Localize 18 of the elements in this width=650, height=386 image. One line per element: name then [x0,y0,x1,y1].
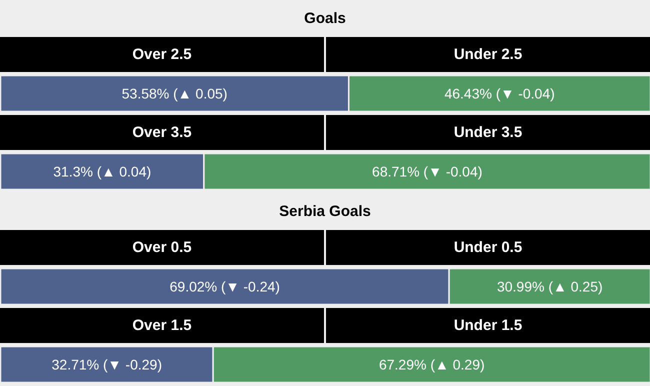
data-label: 53.58% (▲ 0.05) [122,86,228,102]
data-label: 32.71% (▼ -0.29) [52,356,162,372]
series-label: Over 2.5 [0,37,324,72]
series-label: Under 0.5 [324,230,650,265]
chart-title: Serbia Goals [279,202,371,222]
data-label: 69.02% (▼ -0.24) [170,278,280,294]
data-label: 31.3% (▲ 0.04) [53,164,152,180]
series-label: Over 3.5 [0,115,324,150]
chart-title: Goals [304,9,346,29]
series-label: Under 1.5 [324,308,650,343]
series-label: Under 2.5 [324,37,650,72]
data-label: 30.99% (▲ 0.25) [496,278,603,294]
series-label: Over 1.5 [0,308,324,343]
data-label: 68.71% (▼ -0.04) [372,164,482,180]
data-label: 46.43% (▼ -0.04) [444,86,555,102]
data-label: 67.29% (▲ 0.29) [378,356,485,372]
series-label: Over 0.5 [0,230,324,265]
series-label: Under 3.5 [324,115,650,150]
